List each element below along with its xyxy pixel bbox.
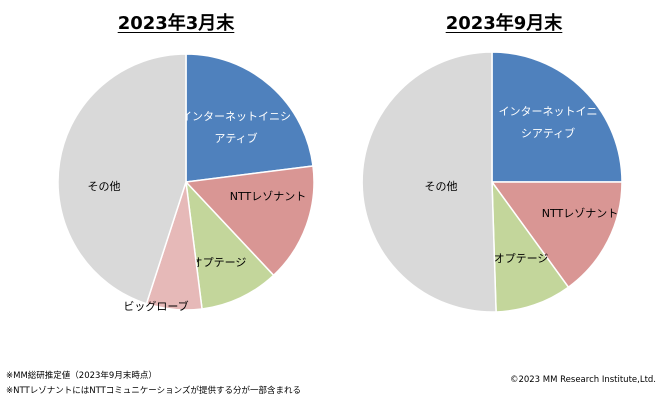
copyright-notice: ©2023 MM Research Institute,Ltd. bbox=[509, 375, 656, 385]
pie-slice-iij bbox=[185, 53, 314, 183]
slice-label-ntt-resonant: NTTレゾナント bbox=[542, 207, 618, 220]
pie-slice-iij bbox=[491, 51, 623, 183]
chart-title-september-2023: 2023年9月末 bbox=[445, 13, 563, 34]
slice-label-others: その他 bbox=[88, 180, 121, 193]
slice-label-others: その他 bbox=[425, 180, 458, 193]
footnote-ntt-resonant: ※NTTレゾナントにはNTTコミュニケーションズが提供する分が一部含まれる bbox=[6, 386, 301, 396]
slice-label-optage: オプテージ bbox=[192, 256, 247, 269]
slice-label-optage: オプテージ bbox=[494, 252, 549, 265]
pie-slice-optage bbox=[184, 179, 275, 310]
slice-label-iij: インターネットイニシアティブ bbox=[181, 110, 291, 145]
pie-slice-ntt-resonant bbox=[490, 181, 623, 289]
slice-label-iij: インターネットイニシアティブ bbox=[499, 105, 598, 140]
footnote-source: ※MM総研推定値（2023年9月末時点） bbox=[6, 371, 157, 381]
slice-label-biglobe: ビッグローブ bbox=[123, 299, 188, 313]
pie-slice-others bbox=[57, 53, 187, 305]
pie-slice-others bbox=[361, 51, 497, 313]
slice-label-ntt-resonant: NTTレゾナント bbox=[230, 190, 306, 203]
pie-slice-ntt-resonant bbox=[184, 165, 315, 277]
pie-slice-optage bbox=[491, 179, 570, 313]
chart-title-march-2023: 2023年3月末 bbox=[117, 13, 235, 34]
